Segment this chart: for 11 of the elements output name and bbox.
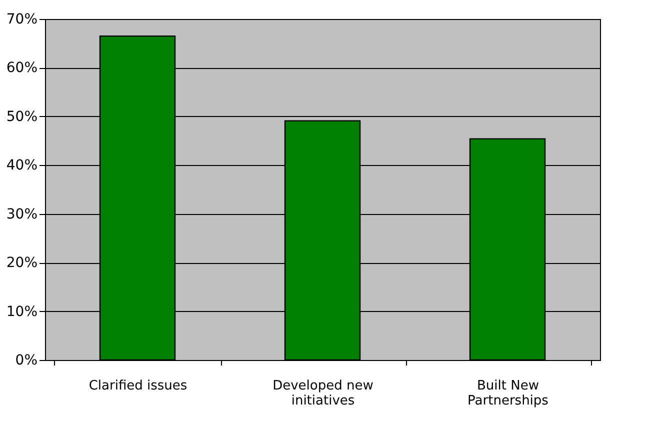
y-tick-label: 20% [6,255,38,272]
x-tick-label: Built New Partnerships [468,378,549,408]
y-tick-label: 0% [15,352,38,368]
y-tick-label: 60% [6,60,38,76]
y-tick-label: 70% [6,12,38,28]
y-tick-label: 30% [6,206,38,222]
y-tick-label: 50% [6,108,38,125]
y-tick-label: 40% [6,158,38,174]
x-tick-label: Developed new initiatives [272,378,374,408]
y-tick-label: 10% [6,304,38,320]
x-tick-label: Clarified issues [88,378,188,394]
